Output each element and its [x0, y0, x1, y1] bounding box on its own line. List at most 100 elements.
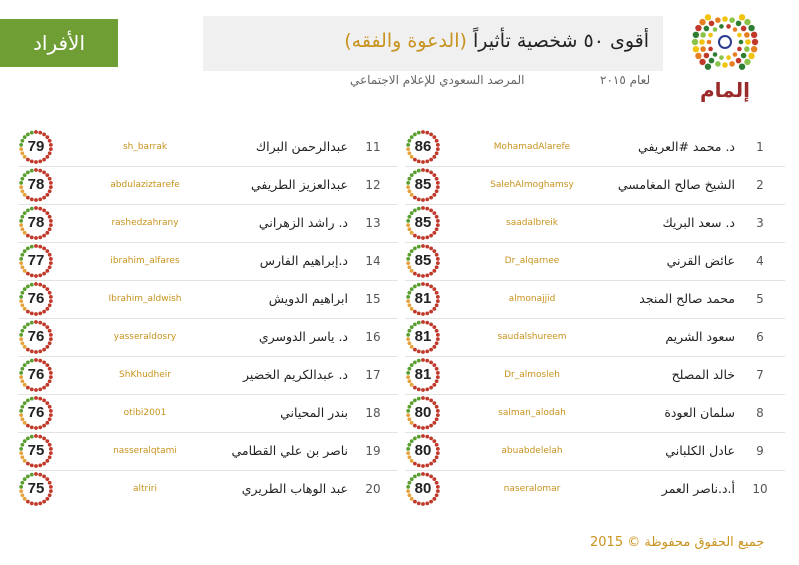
table-row: 1 د. محمد #العريفي MohamadAlarefe 86 — [405, 128, 785, 166]
row-divider — [18, 280, 398, 281]
rank-number: 9 — [756, 444, 764, 458]
table-row: 14 د.إبراهيم الفارس ibrahim_alfares 77 — [18, 242, 398, 280]
person-name: ناصر بن علي القطامي — [231, 443, 348, 458]
score-value: 85 — [414, 214, 432, 231]
twitter-handle: MohamadAlarefe — [493, 142, 571, 152]
score-ring-icon — [406, 130, 440, 164]
rank-number: 5 — [756, 292, 764, 306]
score-badge: 81 — [405, 281, 441, 317]
person-name: د.إبراهيم الفارس — [259, 253, 348, 268]
table-row: 18 بندر المحياني otibi2001 76 — [18, 394, 398, 432]
person-name: بندر المحياني — [280, 405, 348, 420]
score-ring-icon — [406, 206, 440, 240]
score-badge: 85 — [405, 167, 441, 203]
score-ring-icon — [19, 320, 53, 354]
score-badge: 76 — [18, 281, 54, 317]
score-value: 78 — [27, 214, 45, 231]
twitter-handle: sh_barrak — [122, 142, 168, 152]
person-name: عبدالعزيز الطريفي — [250, 177, 348, 192]
score-value: 75 — [27, 442, 45, 459]
score-badge: 78 — [18, 167, 54, 203]
twitter-handle: Dr_alqarnee — [504, 256, 560, 266]
score-ring-icon — [406, 282, 440, 316]
twitter-handle: Dr_almosleh — [504, 370, 560, 380]
person-name: سعود الشريم — [665, 329, 735, 344]
score-badge: 86 — [405, 129, 441, 165]
score-value: 76 — [27, 366, 45, 383]
rank-number: 6 — [756, 330, 764, 344]
score-ring-icon — [406, 358, 440, 392]
table-row: 8 سلمان العودة salman_alodah 80 — [405, 394, 785, 432]
row-divider — [405, 470, 785, 471]
score-ring-icon — [19, 244, 53, 278]
person-name: عبدالرحمن البراك — [255, 139, 348, 154]
rank-number: 7 — [756, 368, 764, 382]
table-row: 17 د. عبدالكريم الخضير ShKhudheir 76 — [18, 356, 398, 394]
person-name: الشيخ صالح المغامسي — [617, 177, 735, 192]
score-ring-icon — [19, 282, 53, 316]
row-divider — [18, 166, 398, 167]
score-value: 79 — [27, 138, 45, 155]
rank-number: 11 — [365, 140, 381, 154]
score-value: 80 — [414, 442, 432, 459]
rank-number: 3 — [756, 216, 764, 230]
score-ring-icon — [406, 168, 440, 202]
logo-text: إلمام — [700, 78, 750, 102]
rank-number: 2 — [756, 178, 764, 192]
table-row: 3 د. سعد البريك saadalbreik 85 — [405, 204, 785, 242]
person-name: عادل الكلباني — [665, 443, 735, 458]
score-value: 77 — [27, 252, 45, 269]
row-divider — [405, 318, 785, 319]
table-row: 19 ناصر بن علي القطامي nasseralqtami 75 — [18, 432, 398, 470]
row-divider — [405, 166, 785, 167]
score-value: 75 — [27, 480, 45, 497]
score-value: 86 — [414, 138, 432, 155]
twitter-handle: Ibrahim_aldwish — [108, 294, 182, 304]
score-value: 78 — [27, 176, 45, 193]
table-row: 5 محمد صالح المنجد almonajjid 81 — [405, 280, 785, 318]
score-badge: 80 — [405, 471, 441, 507]
score-value: 76 — [27, 328, 45, 345]
row-divider — [405, 242, 785, 243]
twitter-handle: saadalbreik — [506, 218, 558, 228]
twitter-handle: salman_alodah — [498, 408, 566, 418]
page-title: أقوى ٥٠ شخصية تأثيراً (الدعوة والفقه) — [344, 30, 649, 52]
twitter-handle: ShKhudheir — [119, 370, 171, 380]
rank-number: 10 — [752, 482, 768, 496]
person-name: د. عبدالكريم الخضير — [242, 367, 348, 382]
score-badge: 80 — [405, 395, 441, 431]
score-value: 76 — [27, 290, 45, 307]
score-badge: 76 — [18, 357, 54, 393]
rank-number: 14 — [365, 254, 381, 268]
score-value: 76 — [27, 404, 45, 421]
score-ring-icon — [19, 206, 53, 240]
score-badge: 75 — [18, 471, 54, 507]
rank-number: 20 — [365, 482, 381, 496]
score-ring-icon — [19, 472, 53, 506]
table-row: 15 ابراهيم الدويش Ibrahim_aldwish 76 — [18, 280, 398, 318]
score-badge: 77 — [18, 243, 54, 279]
score-ring-icon — [19, 396, 53, 430]
row-divider — [18, 432, 398, 433]
twitter-handle: SalehAlmoghamsy — [490, 180, 574, 190]
rank-number: 15 — [365, 292, 381, 306]
person-name: عائض القرني — [666, 253, 735, 268]
score-ring-icon — [19, 130, 53, 164]
person-name: أ.د.ناصر العمر — [661, 481, 735, 496]
score-value: 80 — [414, 404, 432, 421]
rank-number: 13 — [365, 216, 381, 230]
score-badge: 76 — [18, 319, 54, 355]
twitter-handle: ibrahim_alfares — [110, 256, 180, 266]
person-name: د. سعد البريك — [662, 215, 735, 230]
score-ring-icon — [406, 320, 440, 354]
row-divider — [18, 318, 398, 319]
twitter-handle: otibi2001 — [123, 408, 167, 418]
rank-number: 12 — [365, 178, 381, 192]
row-divider — [405, 432, 785, 433]
table-row: 6 سعود الشريم saudalshureem 81 — [405, 318, 785, 356]
header-band — [203, 16, 663, 71]
score-ring-icon — [19, 168, 53, 202]
row-divider — [405, 204, 785, 205]
rank-number: 1 — [756, 140, 764, 154]
score-badge: 79 — [18, 129, 54, 165]
